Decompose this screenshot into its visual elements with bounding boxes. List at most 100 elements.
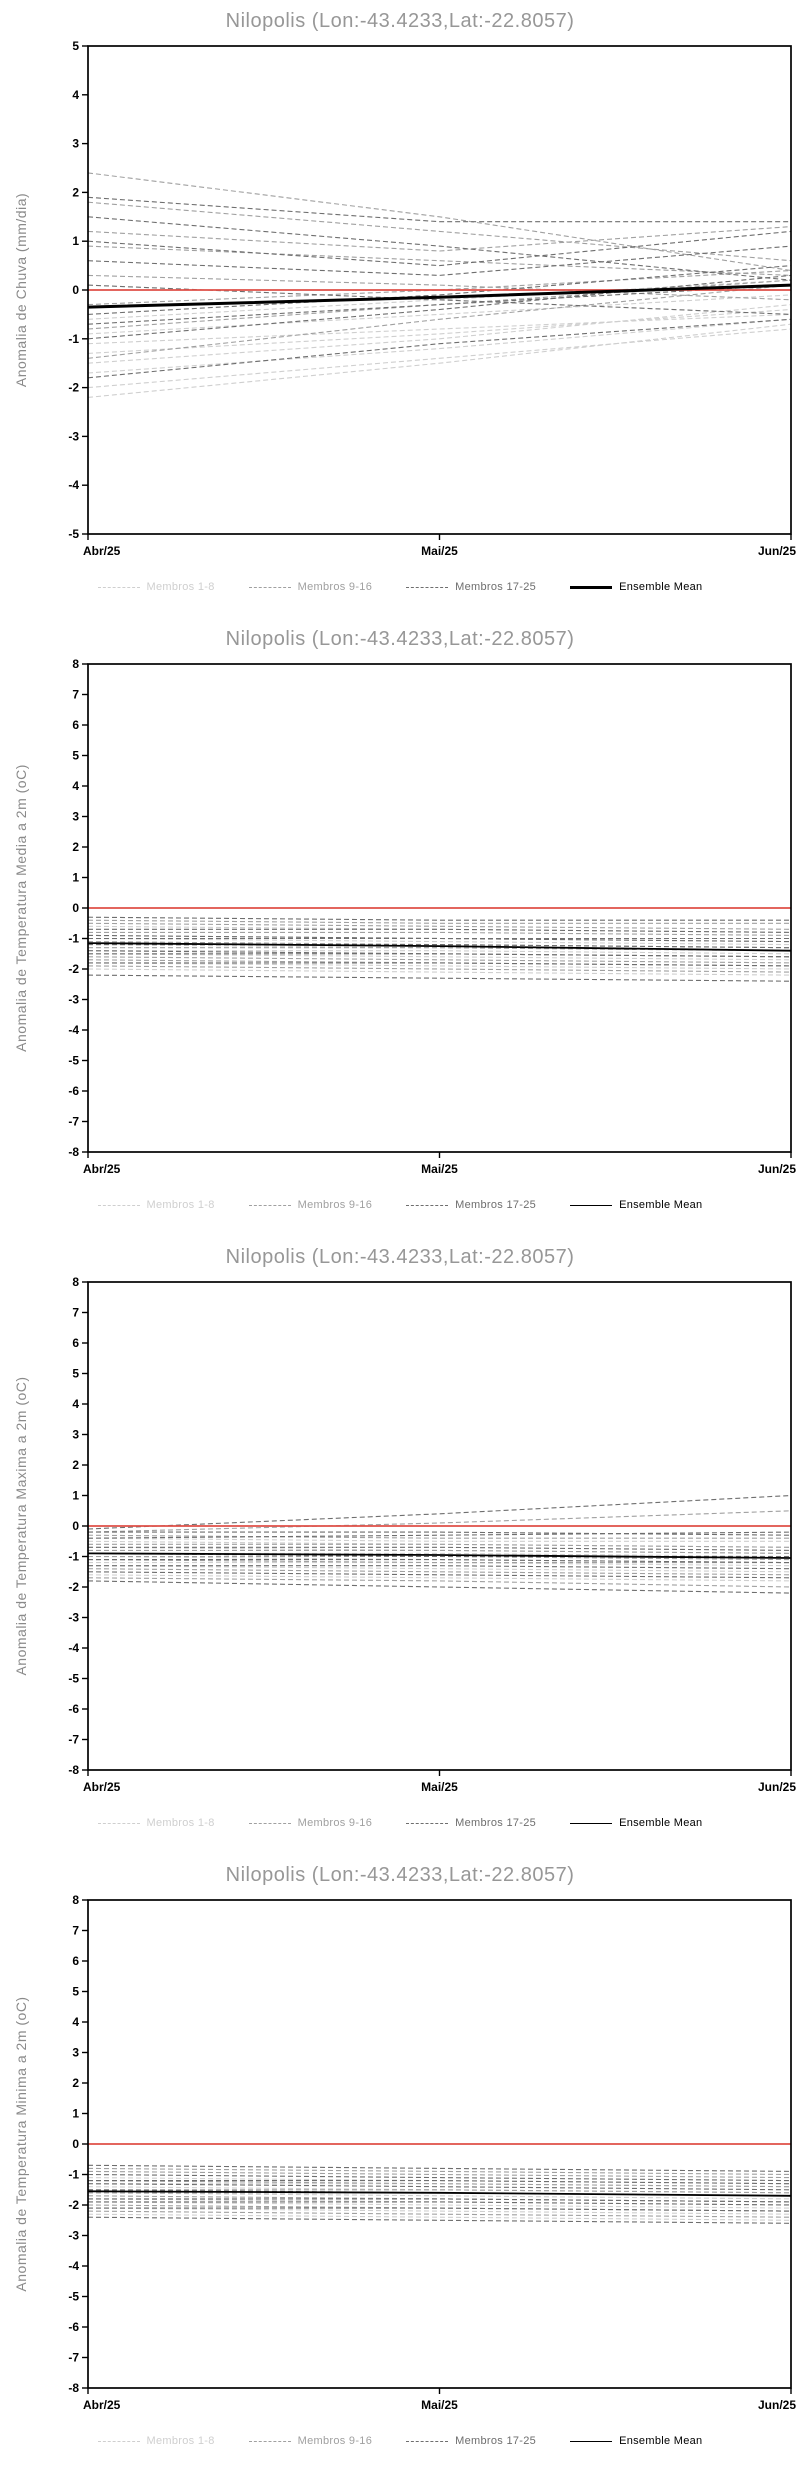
svg-text:1: 1 — [72, 234, 79, 248]
legend-item: Membros 9-16 — [248, 1199, 373, 1211]
svg-text:7: 7 — [72, 688, 79, 702]
svg-text:6: 6 — [72, 718, 79, 732]
svg-text:Abr/25: Abr/25 — [83, 544, 121, 558]
svg-text:-1: -1 — [68, 932, 79, 946]
svg-text:5: 5 — [72, 749, 79, 763]
legend-label: Membros 9-16 — [297, 1817, 373, 1829]
svg-text:3: 3 — [72, 1428, 79, 1442]
svg-text:8: 8 — [72, 657, 79, 671]
svg-text:Anomalia de Temperatura Maxima: Anomalia de Temperatura Maxima a 2m (oC) — [13, 1376, 29, 1675]
svg-text:-6: -6 — [68, 1702, 79, 1716]
chart-legend: Membros 1-8 Membros 9-16 Membros 17-25 Ense… — [0, 576, 800, 598]
legend-label: Membros 17-25 — [455, 2435, 537, 2447]
legend-label: Membros 1-8 — [146, 2435, 215, 2447]
svg-text:-7: -7 — [68, 1733, 79, 1747]
svg-text:Jun/25: Jun/25 — [758, 1780, 796, 1794]
chart-legend: Membros 1-8 Membros 9-16 Membros 17-25 Ense… — [0, 1194, 800, 1216]
legend-item: Membros 17-25 — [406, 581, 536, 593]
svg-text:2: 2 — [72, 840, 79, 854]
legend-item: Membros 9-16 — [248, 581, 373, 593]
legend-dashed-line-icon — [248, 1822, 291, 1824]
svg-text:2: 2 — [72, 1458, 79, 1472]
legend-item: Ensemble Mean — [570, 1817, 702, 1829]
svg-text:Mai/25: Mai/25 — [421, 544, 458, 558]
legend-item: Membros 17-25 — [406, 2435, 536, 2447]
legend-dashed-line-icon — [406, 1822, 449, 1824]
svg-text:5: 5 — [72, 1367, 79, 1381]
svg-text:8: 8 — [72, 1893, 79, 1907]
svg-text:-3: -3 — [68, 1611, 79, 1625]
legend-item: Membros 9-16 — [248, 1817, 373, 1829]
legend-label: Ensemble Mean — [619, 2435, 703, 2447]
precipitation-anomaly-plot: -5 -4 -3 -2 -1 0 1 2 3 4 5 Abr/25 Mai/25 Jun/25 Anomal… — [13, 39, 796, 558]
svg-text:-6: -6 — [68, 2320, 79, 2334]
legend-label: Membros 9-16 — [297, 581, 373, 593]
svg-text:Jun/25: Jun/25 — [758, 2398, 796, 2412]
svg-text:-3: -3 — [68, 993, 79, 1007]
svg-text:2: 2 — [72, 185, 79, 199]
svg-text:Abr/25: Abr/25 — [83, 1780, 121, 1794]
svg-text:-8: -8 — [68, 1145, 79, 1159]
legend-label: Membros 9-16 — [297, 2435, 373, 2447]
legend-dashed-line-icon — [406, 586, 449, 588]
svg-text:3: 3 — [72, 2046, 79, 2060]
legend-label: Ensemble Mean — [619, 1199, 703, 1211]
chart-title: Nilopolis (Lon:-43.4233,Lat:-22.8057) — [225, 1246, 575, 1268]
svg-text:4: 4 — [72, 1397, 79, 1411]
svg-text:Jun/25: Jun/25 — [758, 544, 796, 558]
svg-text:1: 1 — [72, 871, 79, 885]
legend-solid-line-icon — [570, 2440, 613, 2442]
svg-text:0: 0 — [72, 2137, 79, 2151]
chart-title: Nilopolis (Lon:-43.4233,Lat:-22.8057) — [225, 628, 575, 650]
legend-dashed-line-icon — [248, 2440, 291, 2442]
legend-label: Membros 17-25 — [455, 581, 537, 593]
svg-text:-3: -3 — [68, 429, 79, 443]
legend-label: Membros 17-25 — [455, 1199, 537, 1211]
svg-text:4: 4 — [72, 2015, 79, 2029]
svg-text:5: 5 — [72, 1985, 79, 1999]
chart-block-max-temperature-anomaly: Nilopolis (Lon:-43.4233,Lat:-22.8057) -8… — [0, 1236, 800, 1854]
legend-label: Ensemble Mean — [619, 581, 703, 593]
svg-text:-5: -5 — [68, 527, 79, 541]
legend-dashed-line-icon — [248, 1204, 291, 1206]
svg-text:Jun/25: Jun/25 — [758, 1162, 796, 1176]
max-temperature-anomaly-plot: -8 -7 -6 -5 -4 -3 -2 -1 0 1 2 3 4 5 6 7 8 Abr/25 Mai/25 Jun… — [13, 1275, 796, 1794]
svg-text:Mai/25: Mai/25 — [421, 1780, 458, 1794]
svg-text:Anomalia de Temperatura Media: Anomalia de Temperatura Media a 2m (oC) — [13, 764, 29, 1052]
legend-item: Membros 9-16 — [248, 2435, 373, 2447]
legend-item: Membros 1-8 — [97, 1199, 215, 1211]
chart-legend: Membros 1-8 Membros 9-16 Membros 17-25 Ense… — [0, 1812, 800, 1834]
legend-label: Ensemble Mean — [619, 1817, 703, 1829]
legend-label: Membros 17-25 — [455, 1817, 537, 1829]
legend-dashed-line-icon — [97, 586, 140, 588]
svg-text:0: 0 — [72, 901, 79, 915]
legend-item: Ensemble Mean — [570, 2435, 702, 2447]
svg-text:0: 0 — [72, 283, 79, 297]
legend-item: Membros 1-8 — [97, 1817, 215, 1829]
legend-dashed-line-icon — [97, 2440, 140, 2442]
svg-text:-1: -1 — [68, 332, 79, 346]
legend-label: Membros 9-16 — [297, 1199, 373, 1211]
svg-text:7: 7 — [72, 1306, 79, 1320]
chart-block-min-temperature-anomaly: Nilopolis (Lon:-43.4233,Lat:-22.8057) -8… — [0, 1854, 800, 2472]
legend-dashed-line-icon — [406, 1204, 449, 1206]
legend-item: Membros 17-25 — [406, 1817, 536, 1829]
legend-item: Ensemble Mean — [570, 1199, 702, 1211]
svg-text:-6: -6 — [68, 1084, 79, 1098]
svg-text:-3: -3 — [68, 2229, 79, 2243]
legend-item: Membros 1-8 — [97, 581, 215, 593]
legend-solid-line-icon — [570, 585, 613, 589]
svg-text:-1: -1 — [68, 1550, 79, 1564]
svg-text:-8: -8 — [68, 2381, 79, 2395]
svg-text:-2: -2 — [68, 381, 79, 395]
svg-text:1: 1 — [72, 2107, 79, 2121]
svg-text:-4: -4 — [68, 1023, 79, 1037]
svg-text:-4: -4 — [68, 1641, 79, 1655]
svg-text:-2: -2 — [68, 962, 79, 976]
svg-text:3: 3 — [72, 137, 79, 151]
svg-text:-1: -1 — [68, 2168, 79, 2182]
svg-text:-7: -7 — [68, 1115, 79, 1129]
svg-text:3: 3 — [72, 810, 79, 824]
mean-temperature-anomaly-plot: -8 -7 -6 -5 -4 -3 -2 -1 0 1 2 3 4 5 6 7 8 Abr/25 Mai/25 Jun… — [13, 657, 796, 1176]
chart-block-mean-temperature-anomaly: Nilopolis (Lon:-43.4233,Lat:-22.8057) -8… — [0, 618, 800, 1236]
